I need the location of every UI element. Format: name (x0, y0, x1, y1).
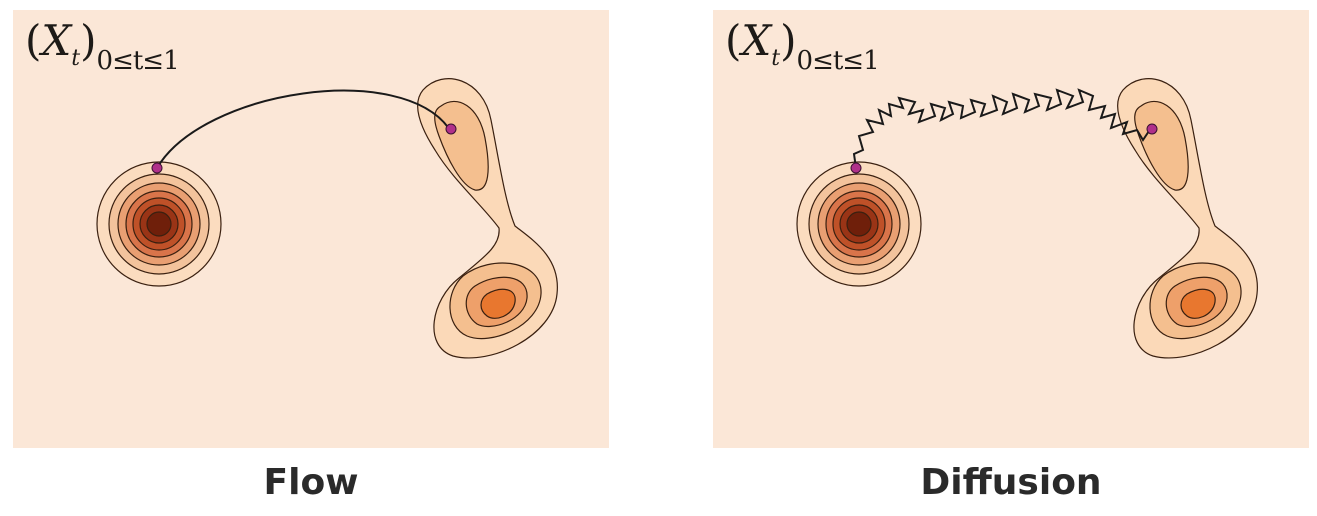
diffusion-caption: Diffusion (920, 462, 1102, 503)
source-distribution (96, 161, 222, 287)
diffusion-diagram (796, 78, 1258, 359)
end-point (1146, 123, 1158, 135)
start-point (850, 162, 862, 174)
flow-diagram (96, 78, 558, 359)
diffusion-panel: (Xt)0≤t≤1 (713, 10, 1309, 448)
start-point (151, 162, 163, 174)
target-distribution (1117, 78, 1258, 359)
target-distribution (417, 78, 558, 359)
flow-caption: Flow (263, 462, 359, 503)
flow-panel: (Xt)0≤t≤1 (13, 10, 609, 448)
source-distribution (796, 161, 922, 287)
flow-trajectory (156, 89, 451, 169)
diffusion-trajectory (852, 88, 1152, 169)
process-label: (Xt)0≤t≤1 (25, 16, 180, 76)
process-label: (Xt)0≤t≤1 (725, 16, 880, 76)
end-point (445, 123, 457, 135)
